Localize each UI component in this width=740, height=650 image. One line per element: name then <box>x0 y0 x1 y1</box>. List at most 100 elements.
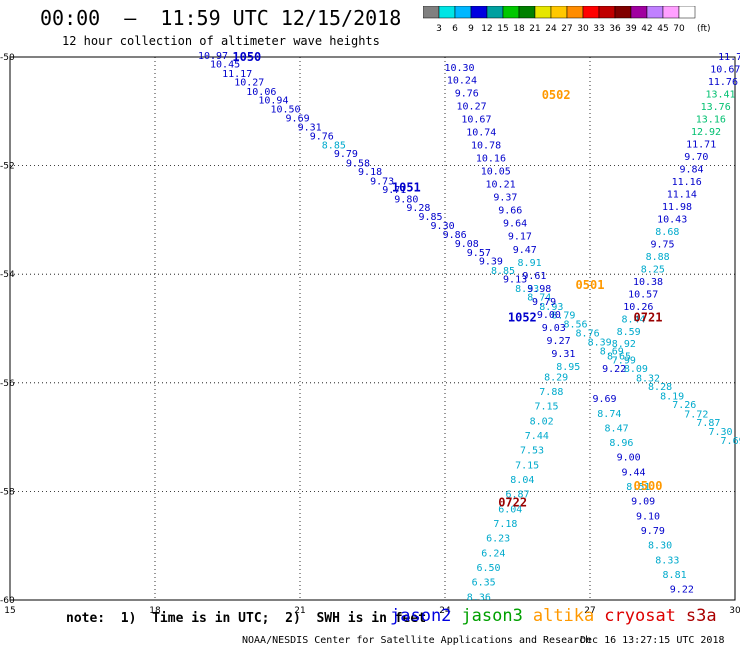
swh-value-label: 8.74 <box>597 409 621 420</box>
swh-value-label: 9.69 <box>286 113 310 124</box>
swh-value-label: 9.76 <box>310 131 334 142</box>
swh-value-label: 6.04 <box>498 504 522 515</box>
swh-value-label: 9.80 <box>394 194 418 205</box>
legend-jason2: jason2 <box>390 606 452 626</box>
y-tick-label: -50 <box>0 53 15 63</box>
swh-value-label: 7.30 <box>708 427 732 438</box>
y-tick-label: -52 <box>0 162 15 172</box>
swh-value-label: 10.67 <box>710 64 740 75</box>
swh-value-label: 7.87 <box>696 418 720 429</box>
swh-value-label: 8.88 <box>646 252 670 263</box>
swh-value-label: 13.41 <box>705 89 735 100</box>
swh-value-label: 9.22 <box>670 585 694 596</box>
swh-value-label: 9.57 <box>467 248 491 259</box>
swh-value-label: 10.67 <box>461 114 491 125</box>
swh-value-label: 10.74 <box>466 127 496 138</box>
swh-value-label: 11.14 <box>667 189 697 200</box>
swh-value-label: 10.50 <box>270 105 300 116</box>
swh-value-label: 10.27 <box>234 78 264 89</box>
swh-value-label: 7.72 <box>684 409 708 420</box>
swh-value-label: 8.09 <box>624 364 648 375</box>
swh-value-label: 7.88 <box>539 387 563 398</box>
swh-value-label: 10.97 <box>198 51 228 62</box>
swh-value-label: 12.92 <box>691 127 721 138</box>
swh-value-label: 8.19 <box>660 391 684 402</box>
swh-value-label: 10.30 <box>444 63 474 74</box>
colorbar-unit: (ft) <box>697 24 711 34</box>
credit-organization: NOAA/NESDIS Center for Satellite Applica… <box>242 635 592 646</box>
swh-value-label: 9.79 <box>334 149 358 160</box>
swh-value-label: 9.27 <box>547 336 571 347</box>
swh-value-label: 11.76 <box>708 77 738 88</box>
swh-value-label: 8.39 <box>588 338 612 349</box>
swh-value-label: 8.95 <box>556 362 580 373</box>
swh-value-label: 8.96 <box>684 599 708 610</box>
swh-value-label: 8.68 <box>655 227 679 238</box>
swh-value-label: 10.27 <box>457 101 487 112</box>
swh-value-label: 7.53 <box>520 446 544 457</box>
swh-value-label: 8.30 <box>648 541 672 552</box>
track-id-label: 0501 <box>576 278 605 292</box>
swh-value-label: 8.33 <box>515 284 539 295</box>
swh-value-label: 8.28 <box>648 382 672 393</box>
swh-value-label: 9.31 <box>551 349 575 360</box>
swh-value-label: 10.26 <box>623 302 653 313</box>
swh-value-label: 10.16 <box>476 154 506 165</box>
x-tick-label: 24 <box>439 606 451 616</box>
swh-value-label: 9.10 <box>636 511 660 522</box>
swh-value-label: 9.08 <box>455 239 479 250</box>
footer-note: note: 1) Time is in UTC; 2) SWH is in fe… <box>66 611 427 626</box>
swh-colorbar: 3 6 9 12 15 18 21 24 27 30 33 36 39 42 45 70 (ft) <box>423 6 711 34</box>
swh-value-label: 9.00 <box>537 310 561 321</box>
swh-value-label: 9.76 <box>455 88 479 99</box>
swh-value-label: 8.76 <box>576 328 600 339</box>
swh-value-label: 8.92 <box>612 339 636 350</box>
swh-value-label: 7.26 <box>672 400 696 411</box>
colorbar-label: 36 <box>609 24 621 34</box>
swh-value-label: 7.18 <box>493 519 517 530</box>
swh-value-label: 8.81 <box>663 570 687 581</box>
swh-value-label: 8.02 <box>530 416 554 427</box>
swh-value-label: 8.65 <box>607 352 631 363</box>
swh-value-label: 8.32 <box>636 373 660 384</box>
y-tick-label: -60 <box>0 596 15 606</box>
swh-value-label: 10.78 <box>471 141 501 152</box>
colorbar-swatch <box>678 6 696 19</box>
track-id-label: 0722 <box>498 495 527 509</box>
track-id-label: 0502 <box>542 88 571 102</box>
swh-value-label: 10.24 <box>447 75 477 86</box>
colorbar-label: 27 <box>561 24 572 34</box>
swh-value-label: 7.44 <box>525 431 549 442</box>
swh-value-label: 9.70 <box>684 152 708 163</box>
swh-value-label: 11.7 <box>718 52 740 63</box>
colorbar-label: 15 <box>497 24 508 34</box>
swh-value-label: 10.05 <box>481 167 511 178</box>
swh-value-label: 13.76 <box>701 102 731 113</box>
y-tick-label: -54 <box>0 270 15 280</box>
swh-value-label: 10.57 <box>628 289 658 300</box>
colorbar-label: 39 <box>625 24 637 34</box>
swh-value-label: 8.04 <box>510 475 534 486</box>
colorbar-label: 45 <box>657 24 668 34</box>
swh-value-label: 10.21 <box>486 180 516 191</box>
legend-altika: altika <box>532 606 595 626</box>
swh-value-label: 9.28 <box>406 203 430 214</box>
swh-value-label: 9.37 <box>493 193 517 204</box>
swh-value-label: 9.18 <box>358 167 382 178</box>
x-tick-label: 30 <box>729 606 740 616</box>
swh-value-label: 9.98 <box>527 284 551 295</box>
swh-value-label: 10.06 <box>246 87 276 98</box>
swh-value-label: 10.45 <box>210 60 240 71</box>
swh-value-label: 8.33 <box>655 555 679 566</box>
page-title: 00:00 – 11:59 UTC 12/15/2018 <box>40 6 402 30</box>
colorbar-label: 3 <box>436 24 442 34</box>
swh-value-label: 9.13 <box>503 275 527 286</box>
y-tick-label: -56 <box>0 379 15 389</box>
swh-value-label: 8.51 <box>626 482 650 493</box>
swh-value-label: 8.85 <box>322 141 346 152</box>
swh-value-label: 9.66 <box>498 206 522 217</box>
swh-value-label: 8.56 <box>563 320 587 331</box>
track-id-label: 0500 <box>634 479 663 493</box>
legend-cryosat: cryosat <box>604 606 676 626</box>
